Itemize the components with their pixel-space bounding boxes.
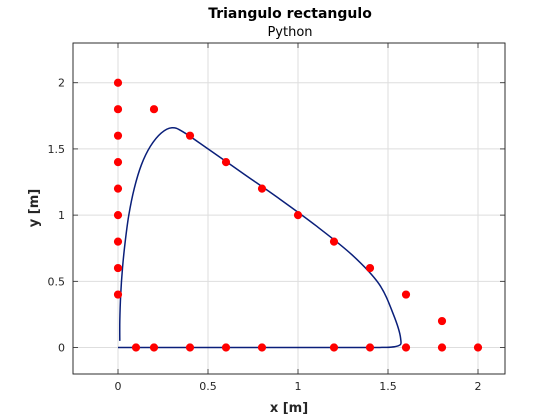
data-point <box>293 211 303 220</box>
plot-frame <box>72 42 506 375</box>
data-point <box>113 105 123 114</box>
y-tick-label: 0 <box>58 342 65 355</box>
y-axis-label: y [m] <box>27 189 42 227</box>
x-tick-label: 1.5 <box>379 380 397 393</box>
data-point <box>113 237 123 246</box>
plot-area <box>72 42 506 375</box>
ticks: 0 0.5 1 1.5 2 0 0.5 1 1.5 2 <box>48 43 505 393</box>
data-point <box>329 237 339 246</box>
data-point <box>131 343 141 352</box>
data-point <box>365 343 375 352</box>
data-point <box>437 316 447 326</box>
data-point <box>329 343 339 352</box>
data-point <box>113 263 123 273</box>
data-point <box>401 343 411 352</box>
data-point <box>113 131 123 140</box>
trajectory-line <box>118 126 402 349</box>
x-tick-label: 0 <box>115 380 122 393</box>
data-point <box>149 105 159 114</box>
data-point <box>257 343 267 352</box>
data-point <box>113 290 123 299</box>
grid <box>73 43 505 374</box>
data-point <box>113 211 123 220</box>
x-tick-label: 1 <box>295 380 302 393</box>
data-point <box>401 290 411 299</box>
data-point <box>221 158 231 167</box>
data-point <box>113 184 123 193</box>
data-point <box>149 343 159 352</box>
data-point <box>113 158 123 167</box>
y-tick-label: 1 <box>58 209 65 222</box>
data-point <box>437 343 447 352</box>
data-point <box>365 263 375 273</box>
x-tick-label: 2 <box>475 380 482 393</box>
data-point <box>185 343 195 352</box>
chart-title: Triangulo rectangulo <box>208 6 372 22</box>
data-point <box>473 343 483 352</box>
data-point <box>185 131 195 140</box>
data-point <box>257 184 267 193</box>
data-point <box>221 343 231 352</box>
data-point <box>113 78 123 87</box>
chart-subtitle: Python <box>267 25 312 40</box>
series-layer <box>113 78 483 352</box>
y-tick-label: 2 <box>58 77 65 90</box>
y-tick-label: 1.5 <box>48 143 66 156</box>
x-tick-label: 0.5 <box>199 380 217 393</box>
y-tick-label: 0.5 <box>48 275 66 288</box>
x-axis-label: x [m] <box>270 401 308 416</box>
